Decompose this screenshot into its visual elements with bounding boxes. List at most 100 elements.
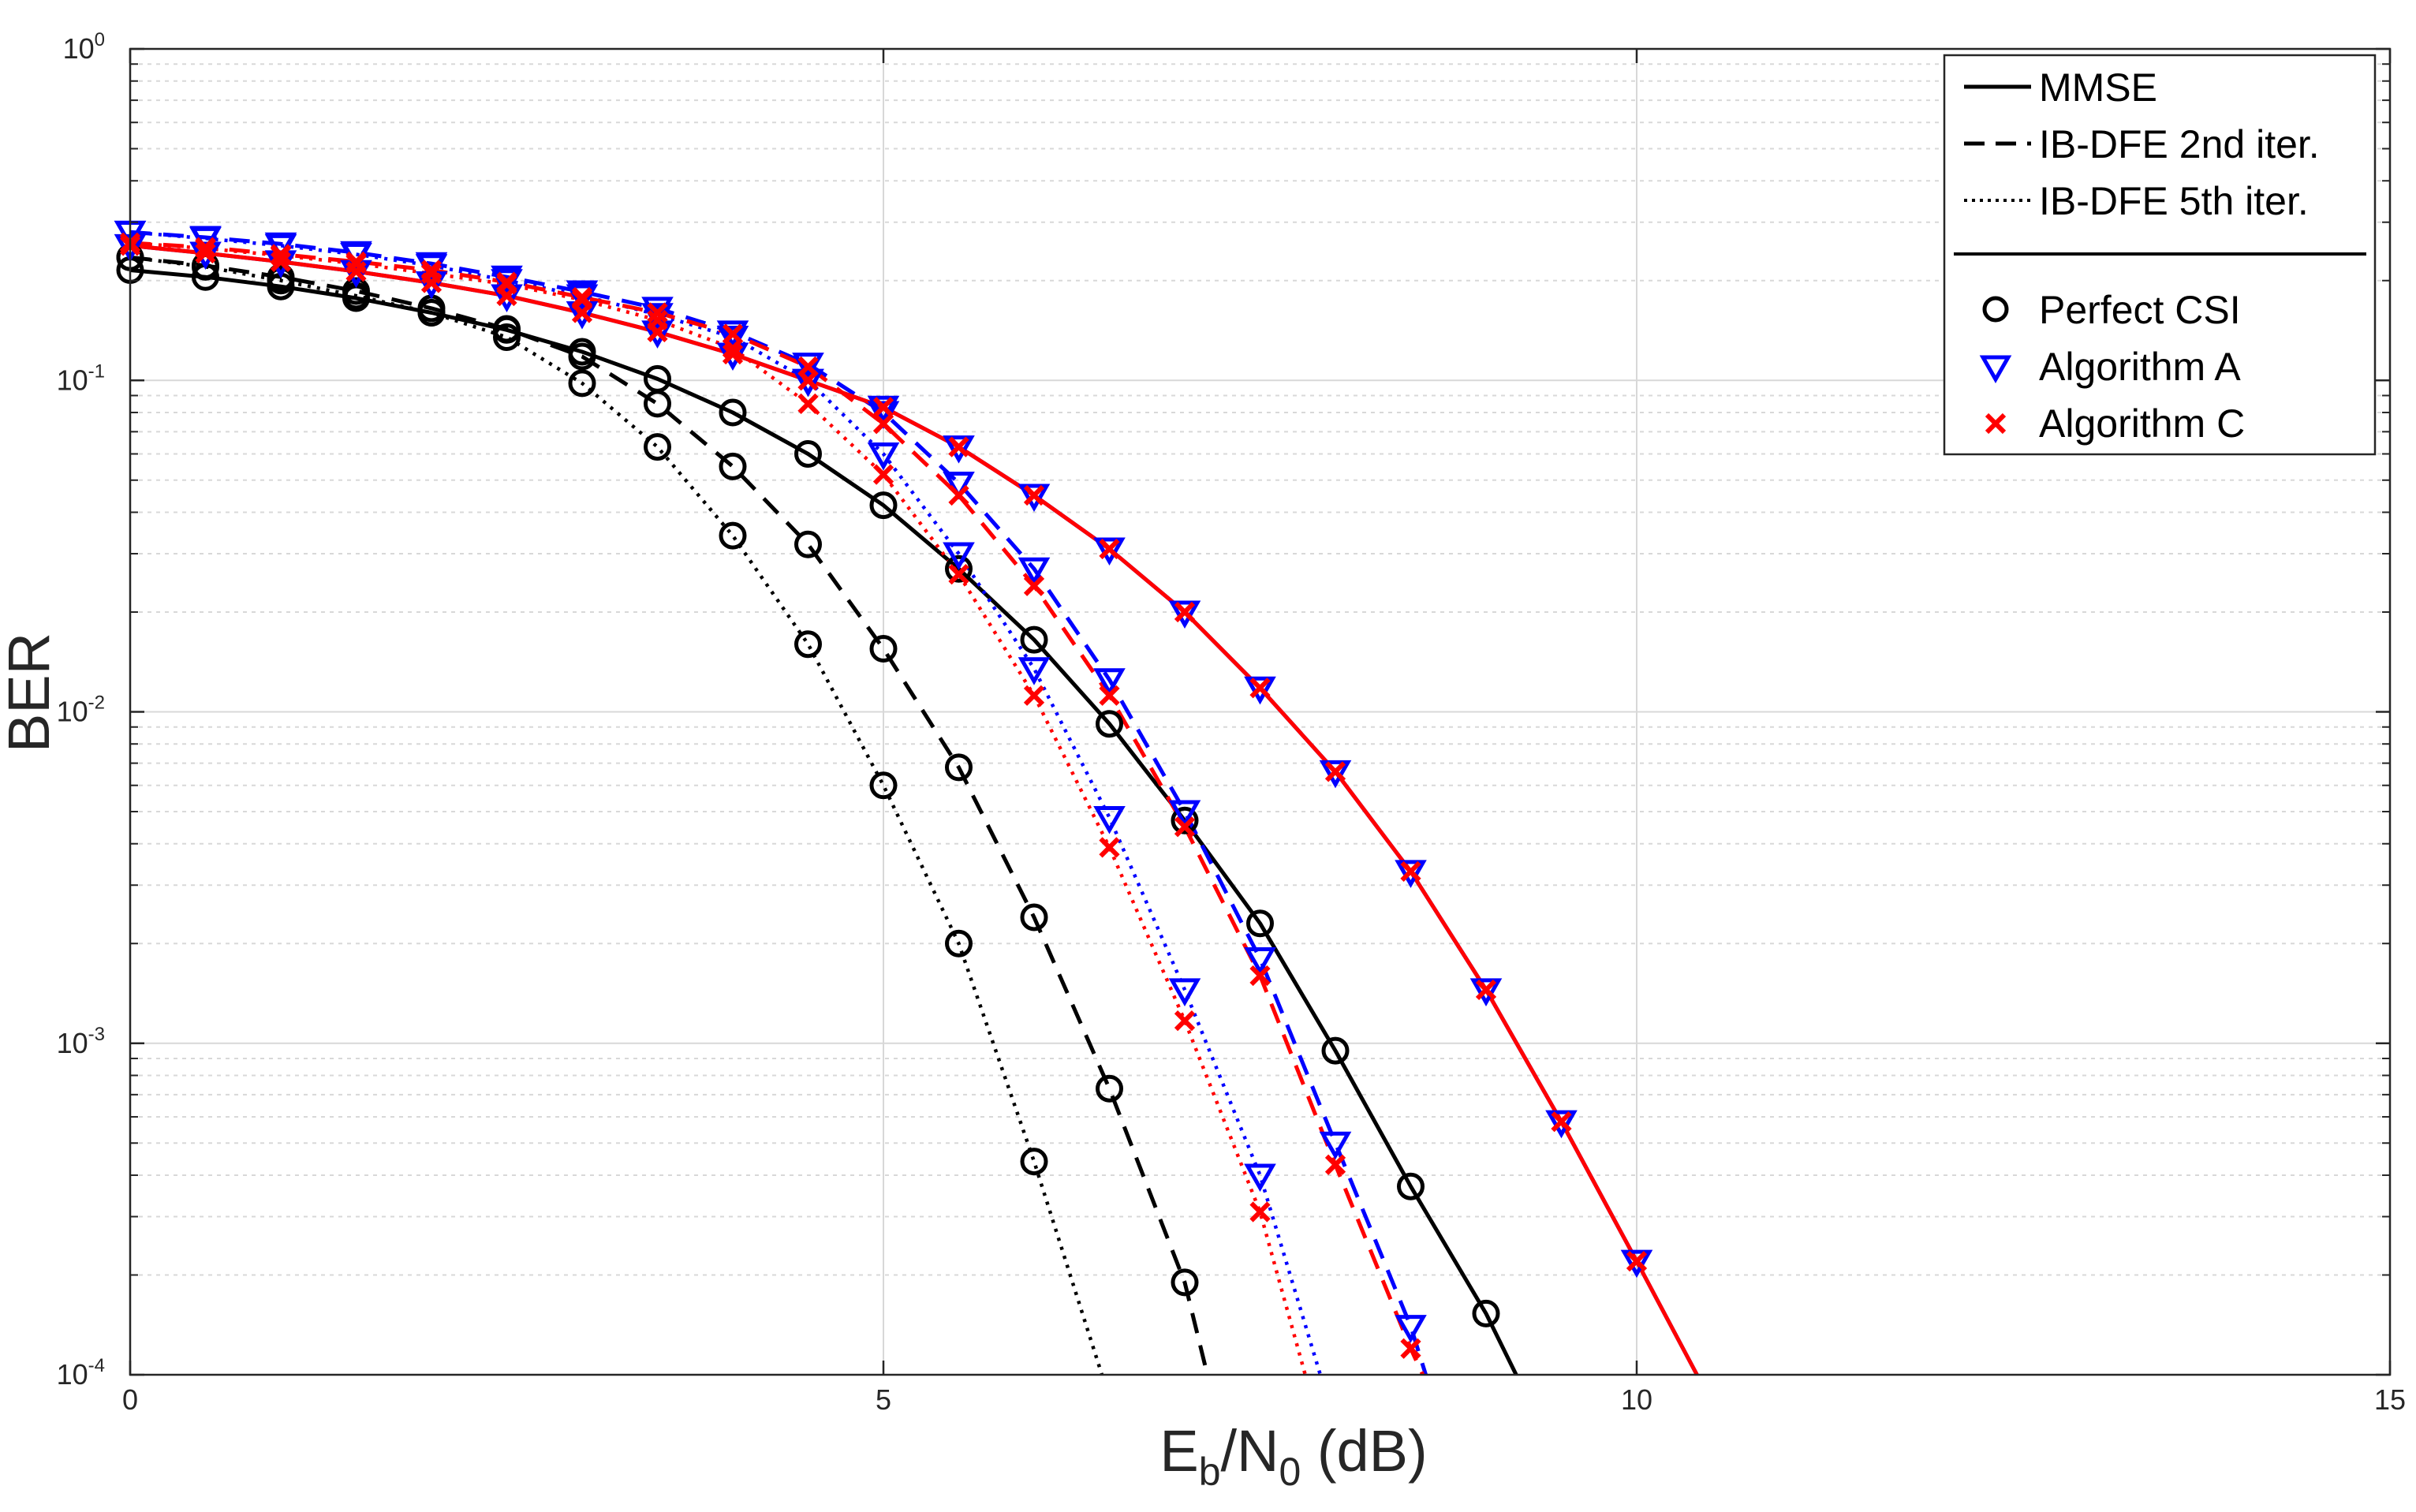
algorithm-c-marker-stroke	[948, 563, 969, 585]
algorithm-c-marker	[948, 436, 969, 457]
algorithm-a-marker	[1168, 800, 1201, 829]
algorithm-a-marker	[1395, 860, 1427, 888]
x-tick-label: 0	[122, 1383, 138, 1416]
y-tick-label: 10-4	[57, 1355, 105, 1391]
algorithm-c-marker-stroke	[270, 251, 292, 272]
algorithm-c-marker	[647, 302, 668, 323]
algorithm-c-marker	[1475, 979, 1497, 1001]
algorithm-a-marker	[792, 368, 824, 398]
perfect-csi-marker	[568, 342, 596, 371]
algorithm-c-marker-stroke	[797, 393, 819, 415]
algorithm-c-marker	[1551, 1111, 1572, 1133]
algorithm-c-marker-stroke	[1626, 1250, 1648, 1272]
perfect-csi-marker	[719, 521, 747, 550]
algorithm-c-marker-stroke	[647, 302, 668, 323]
algorithm-c-marker	[496, 274, 517, 295]
algorithm-c-marker-stroke	[195, 242, 216, 264]
algorithm-a-marker	[1093, 537, 1126, 566]
y-tick-label: 100	[63, 29, 105, 65]
algorithm-c-marker-stroke	[1551, 1111, 1572, 1133]
algorithm-a-marker	[1093, 805, 1126, 834]
algorithm-c-marker	[872, 397, 894, 418]
algorithm-c-marker	[1099, 837, 1120, 858]
algorithm-a-marker	[716, 320, 749, 349]
algorithm-a-marker	[566, 284, 599, 313]
algorithm-a-marker	[943, 471, 975, 500]
perfect-csi-marker	[945, 929, 973, 958]
perfect-csi-marker	[493, 315, 521, 343]
perfect-csi-marker	[493, 323, 521, 351]
algorithm-c-marker	[1174, 816, 1196, 838]
algorithm-c-marker	[1400, 1338, 1421, 1359]
algorithm-a-marker	[1319, 760, 1352, 789]
algorithm-c-marker-stroke	[948, 484, 969, 506]
perfect-csi-marker	[1321, 1036, 1350, 1065]
algorithm-c-marker-stroke	[1174, 1010, 1196, 1032]
perfect-csi-marker	[568, 369, 596, 398]
algorithm-c-marker-stroke	[1174, 816, 1196, 838]
axis-ticks: 100 10-1 10-2 10-3 10-4 0 5 10 15	[57, 29, 2406, 1416]
algorithm-a-marker	[1093, 668, 1126, 696]
perfect-csi-marker	[719, 398, 747, 427]
algorithm-c-marker-stroke	[1023, 685, 1045, 706]
algorithm-c-marker	[1023, 575, 1045, 596]
x-tick-label: 10	[1621, 1383, 1652, 1416]
algorithm-a-marker	[943, 435, 975, 464]
perfect-csi-marker	[1020, 625, 1048, 654]
series-markers	[114, 220, 1653, 1359]
algorithm-c-marker-stroke	[195, 237, 216, 259]
algorithm-c-marker-stroke	[1324, 761, 1346, 782]
perfect-csi-marker	[869, 491, 898, 520]
algorithm-a-marker	[491, 269, 523, 297]
algorithm-c-marker-stroke	[872, 464, 894, 485]
algorithm-c-marker	[571, 289, 593, 311]
algorithm-c-marker	[195, 237, 216, 259]
perfect-csi-marker	[1171, 1268, 1199, 1297]
perfect-csi-marker	[945, 753, 973, 782]
algorithm-c-marker	[1023, 685, 1045, 706]
algorithm-a-marker	[1244, 676, 1276, 705]
algorithm-c-marker	[948, 563, 969, 585]
algorithm-a-marker	[1018, 483, 1051, 513]
x-axis-label: Eb/N0 (dB)	[1159, 1418, 1427, 1494]
perfect-csi-marker	[1020, 903, 1048, 931]
algorithm-c-marker-stroke	[420, 263, 442, 284]
algorithm-a-marker	[641, 297, 674, 325]
algorithm-c-marker	[1174, 1010, 1196, 1032]
perfect-csi-marker	[644, 390, 671, 418]
perfect-csi-marker	[1397, 1172, 1425, 1200]
algorithm-c-marker-stroke	[1400, 1338, 1421, 1359]
algorithm-c-marker	[1400, 861, 1421, 882]
perfect-csi-marker	[1096, 1074, 1123, 1103]
algorithm-c-marker-stroke	[1249, 678, 1271, 699]
y-tick-label: 10-2	[57, 693, 105, 728]
perfect-csi-marker	[794, 630, 822, 659]
y-axis-label: BER	[0, 633, 62, 752]
algorithm-c-marker	[872, 464, 894, 485]
algorithm-c-marker-stroke	[948, 436, 969, 457]
series-lines	[129, 230, 1699, 1376]
perfect-csi-marker	[869, 635, 898, 663]
y-tick-label: 10-3	[57, 1024, 105, 1059]
algorithm-a-marker	[1168, 978, 1201, 1006]
algorithm-c-marker-stroke	[345, 253, 367, 274]
algorithm-a-marker	[1319, 1131, 1352, 1160]
algorithm-c-marker-stroke	[496, 274, 517, 295]
perfect-csi-marker	[869, 771, 898, 800]
algorithm-c-marker	[1099, 685, 1120, 706]
algorithm-c-marker-stroke	[647, 309, 668, 330]
algorithm-c-marker-stroke	[1249, 1201, 1271, 1223]
algorithm-c-marker-stroke	[1099, 538, 1120, 560]
perfect-csi-marker	[267, 267, 295, 295]
x-axis-label-part: b	[1199, 1450, 1221, 1494]
algorithm-c-marker	[345, 253, 367, 274]
algorithm-c-marker	[1324, 1154, 1346, 1175]
algorithm-c-marker-stroke	[872, 397, 894, 418]
algorithm-a-marker	[1395, 1315, 1427, 1343]
algorithm-c-marker	[1324, 761, 1346, 782]
x-tick-label: 15	[2374, 1383, 2406, 1416]
y-tick-label: 10-1	[57, 360, 105, 396]
x-axis-label-part: /N	[1221, 1418, 1279, 1484]
algorithm-c-marker	[1249, 1201, 1271, 1223]
